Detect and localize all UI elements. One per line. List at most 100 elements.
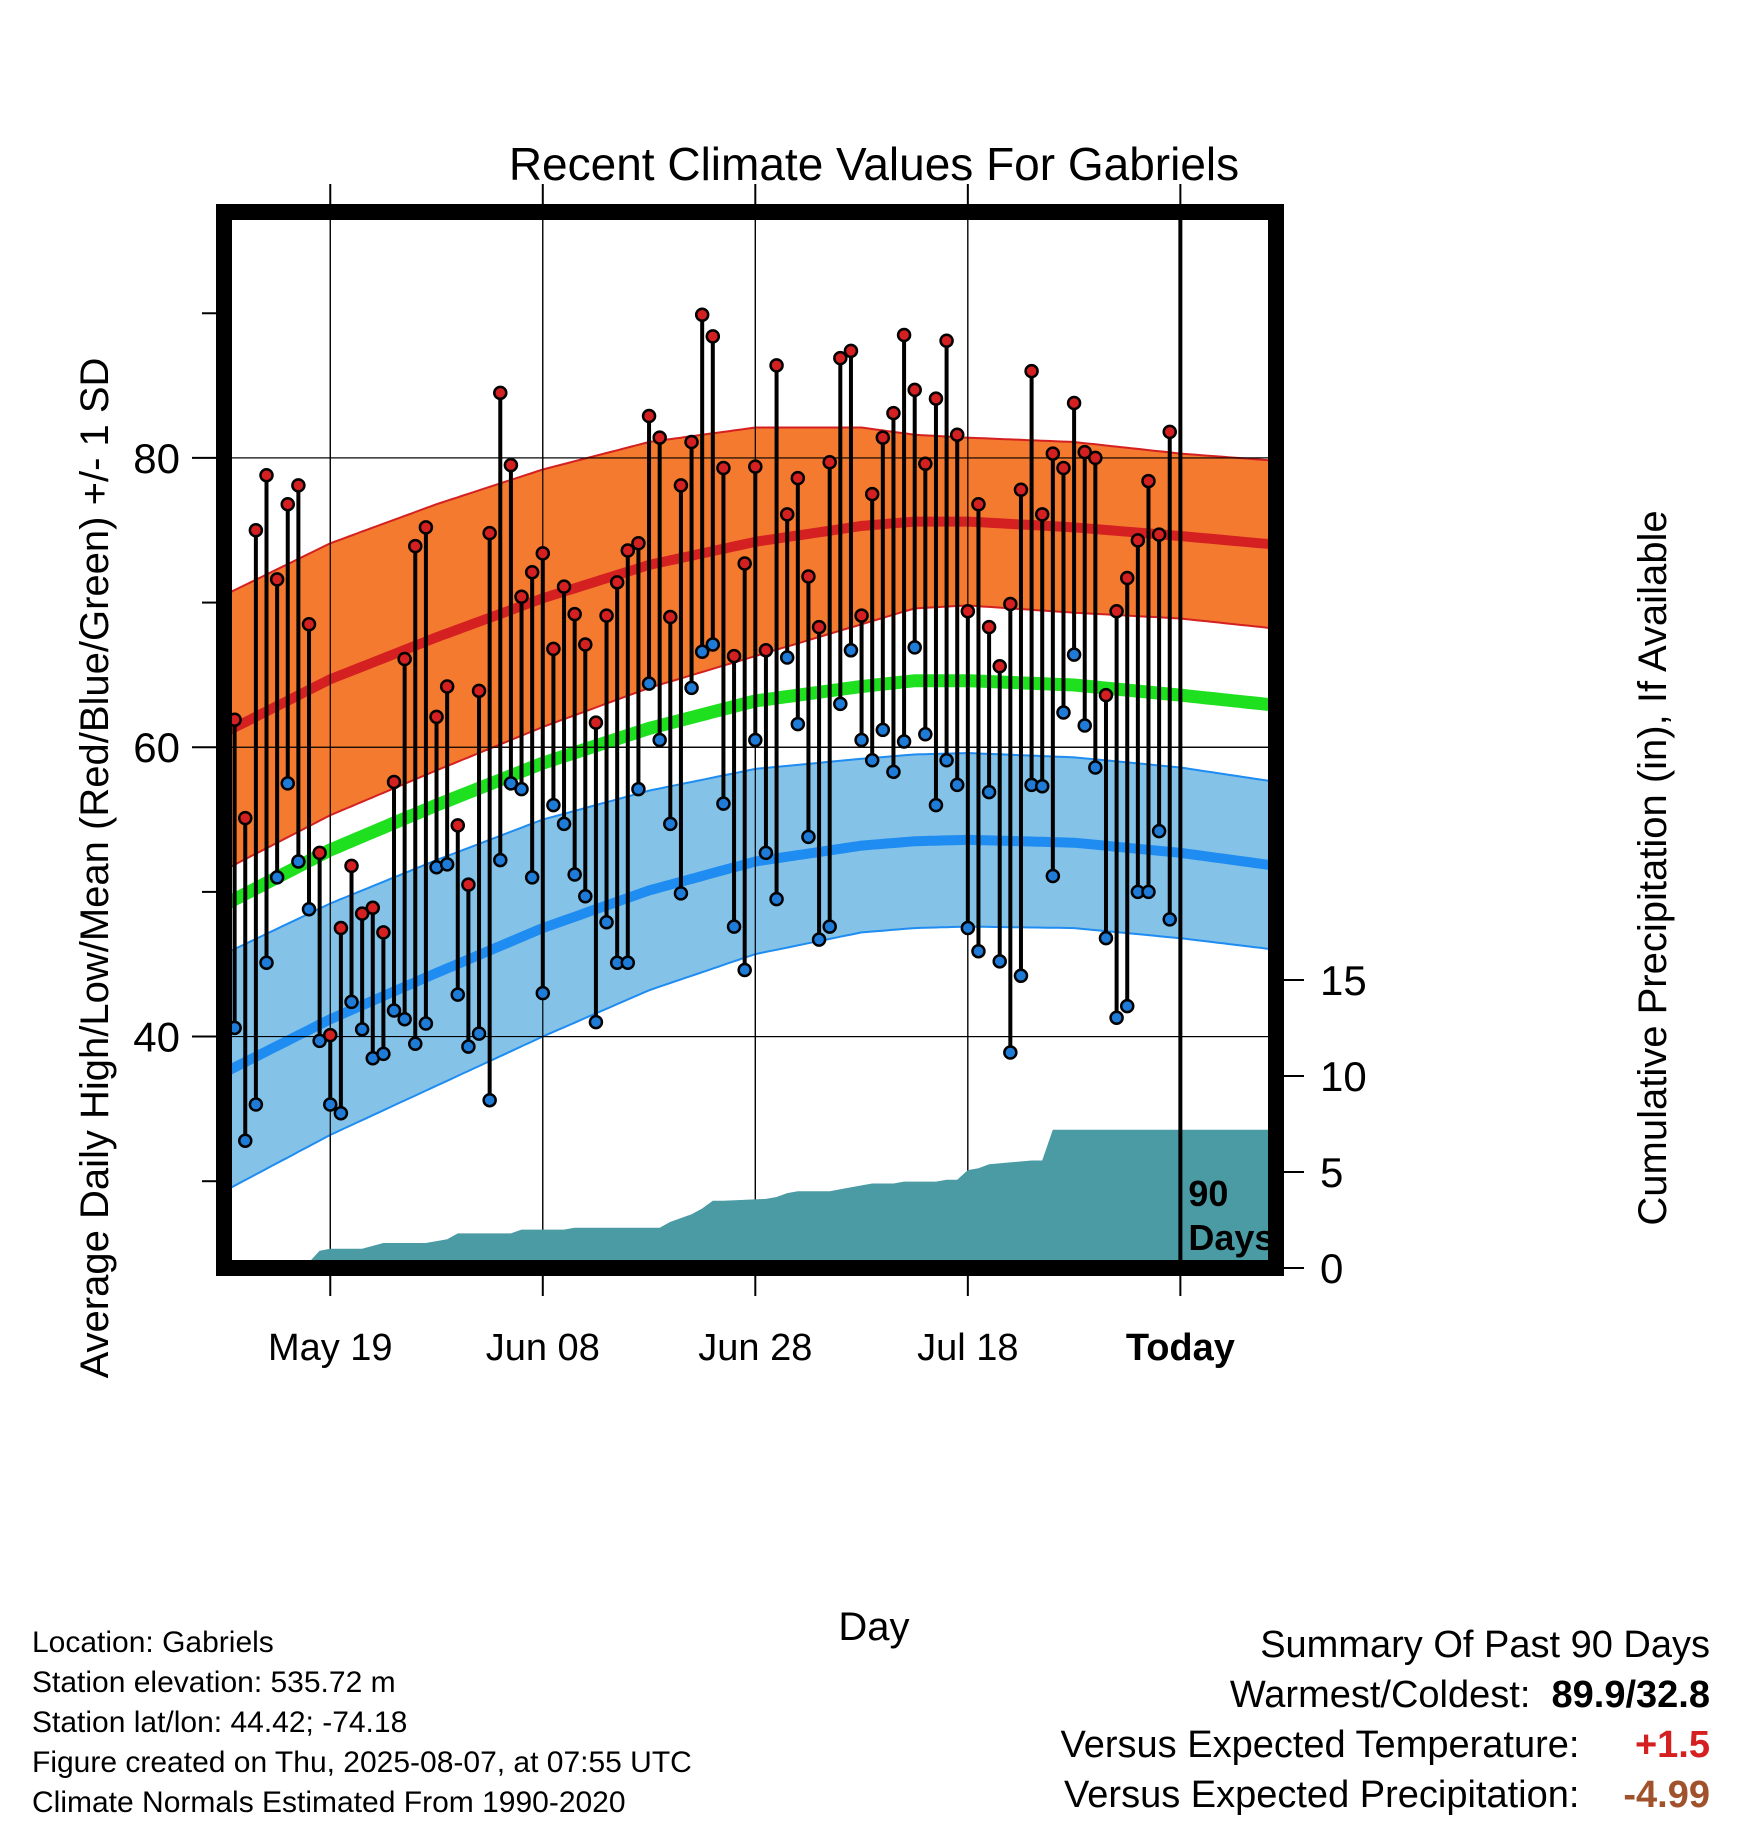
station-location: Location: Gabriels	[32, 1626, 274, 1659]
daily-high-point	[811, 619, 827, 635]
daily-high-point	[291, 478, 306, 493]
daily-low-point	[684, 680, 699, 696]
y-tick-label: 60	[133, 724, 180, 771]
daily-high-point	[1034, 507, 1050, 522]
precip-anomaly-value: -4.99	[1623, 1774, 1710, 1816]
daily-high-point	[779, 507, 795, 522]
daily-high-point	[716, 460, 731, 476]
daily-low-point	[291, 854, 306, 869]
daily-low-point	[1056, 705, 1071, 720]
x-tick-label: Today	[1126, 1327, 1235, 1369]
daily-low-point	[801, 829, 816, 845]
station-latlon: Station lat/lon: 44.42; -74.18	[32, 1706, 408, 1739]
summary-title: Summary Of Past 90 Days	[1260, 1624, 1710, 1666]
daily-low-point	[779, 650, 795, 665]
plot-frame	[216, 204, 1284, 1276]
daily-high-point	[620, 543, 636, 558]
daily-high-point	[694, 307, 710, 322]
daily-low-point	[960, 920, 976, 936]
daily-high-point	[450, 818, 466, 833]
daily-low-point	[886, 764, 901, 780]
daily-low-point	[1151, 823, 1167, 839]
temp-anomaly-label: Versus Expected Temperature:	[1060, 1724, 1580, 1766]
daily-high-point	[408, 538, 423, 554]
daily-low-point	[631, 781, 646, 797]
daily-high-point	[1151, 527, 1167, 542]
y2-tick-label: 5	[1320, 1149, 1343, 1196]
daily-low-point	[716, 796, 731, 811]
normals-period: Climate Normals Estimated From 1990-2020	[32, 1786, 626, 1819]
daily-high-point	[833, 350, 848, 366]
daily-low-point	[567, 867, 582, 882]
daily-high-point	[758, 643, 774, 658]
daily-high-point	[918, 456, 933, 471]
daily-low-point	[949, 777, 965, 793]
daily-high-point	[323, 1027, 338, 1043]
daily-low-point	[971, 943, 986, 959]
daily-high-point	[248, 522, 264, 538]
daily-high-point	[896, 327, 912, 343]
daily-high-point	[769, 358, 784, 373]
daily-high-point	[567, 606, 582, 622]
daily-low-point	[259, 955, 274, 971]
precip-area	[224, 1129, 1276, 1268]
daily-low-point	[652, 732, 667, 748]
x-tick-label: Jun 28	[698, 1327, 812, 1369]
daily-high-point	[429, 709, 444, 725]
daily-high-point	[949, 427, 965, 443]
daily-high-point	[535, 546, 551, 561]
daily-low-point	[408, 1036, 423, 1052]
summary-panel: Summary Of Past 90 Days Warmest/Coldest:…	[1061, 1620, 1710, 1820]
daily-high-point	[1141, 473, 1156, 489]
daily-high-point	[928, 391, 944, 406]
daily-low-point	[599, 915, 614, 930]
daily-low-point	[450, 987, 466, 1002]
normal-mean-line	[221, 674, 1277, 911]
daily-high-point	[599, 608, 614, 623]
daily-low-point	[1013, 968, 1029, 984]
daily-low-point	[280, 776, 296, 791]
precip-anomaly-row: Versus Expected Precipitation: -4.99	[1061, 1770, 1710, 1820]
daily-high-point	[546, 641, 561, 657]
daily-high-point	[238, 810, 253, 826]
daily-low-point	[333, 1105, 349, 1121]
daily-low-point	[556, 816, 572, 832]
daily-high-point	[748, 459, 763, 474]
daily-low-point	[769, 891, 784, 907]
daily-high-point	[1013, 482, 1029, 497]
daily-high-point	[312, 845, 327, 861]
daily-high-point	[971, 496, 986, 512]
daily-low-point	[578, 888, 593, 904]
daily-high-point	[609, 575, 625, 590]
daily-high-point	[939, 333, 954, 348]
x-tick-label: Jul 18	[917, 1327, 1018, 1369]
precip-anomaly-label: Versus Expected Precipitation:	[1064, 1774, 1580, 1816]
daily-high-point	[631, 536, 646, 551]
station-info: Location: Gabriels Station elevation: 53…	[32, 1623, 692, 1823]
daily-high-point	[1056, 460, 1071, 476]
daily-high-point	[344, 858, 359, 874]
daily-high-point	[503, 457, 519, 473]
daily-low-point	[1077, 718, 1092, 733]
daily-high-point	[386, 774, 402, 790]
daily-high-point	[397, 651, 412, 667]
daily-high-point	[1088, 450, 1103, 466]
daily-high-point	[1162, 424, 1177, 440]
daily-low-point	[620, 955, 636, 971]
daily-high-point	[354, 906, 370, 921]
daily-high-point	[524, 564, 540, 580]
daily-high-point	[259, 468, 274, 483]
daily-low-point	[376, 1046, 391, 1062]
warmest-coldest-value: 89.9/32.8	[1551, 1674, 1710, 1716]
daily-high-point	[1045, 446, 1061, 461]
daily-low-point	[1066, 647, 1082, 662]
daily-high-point	[737, 556, 752, 571]
daily-high-point	[376, 925, 391, 940]
daily-low-point	[705, 637, 721, 652]
station-elevation: Station elevation: 535.72 m	[32, 1666, 396, 1699]
daily-high-point	[301, 617, 317, 632]
y-tick-label: 80	[133, 435, 180, 482]
daily-low-point	[1088, 760, 1103, 775]
daily-high-point	[641, 408, 657, 424]
